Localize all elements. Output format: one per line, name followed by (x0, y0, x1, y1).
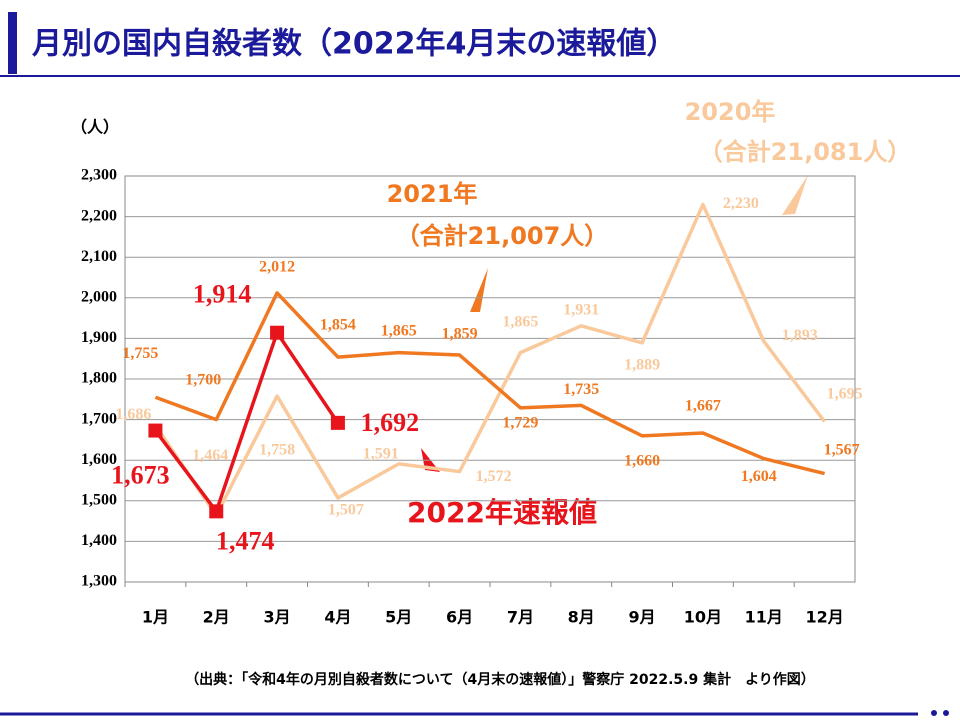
data-label: 1,673 (111, 461, 170, 490)
data-label: 1,931 (563, 301, 599, 318)
annotation: 2020年 (685, 98, 776, 126)
marker (330, 415, 345, 430)
data-label: 1,758 (259, 442, 295, 459)
data-label: 1,686 (115, 406, 151, 423)
y-tick-label: 2,000 (81, 288, 117, 305)
data-label: 1,591 (363, 446, 399, 463)
x-tick-label: 5月 (385, 608, 412, 627)
data-label: 1,660 (624, 453, 660, 470)
y-tick-label: 2,300 (81, 167, 117, 184)
series-line (153, 202, 826, 518)
y-tick-label: 1,300 (81, 573, 117, 590)
data-label: 1,729 (502, 414, 538, 431)
annotation: （合計21,081人） (699, 138, 912, 166)
series-line (154, 291, 826, 476)
data-label: 1,859 (442, 326, 478, 343)
data-label: 1,692 (361, 408, 420, 437)
data-label: 1,604 (741, 468, 777, 485)
x-tick-label: 4月 (324, 608, 351, 627)
data-label: 1,572 (476, 468, 512, 485)
data-label: 1,893 (782, 327, 818, 344)
title: 月別の国内自殺者数（2022年4月末の速報値） (32, 27, 676, 62)
data-label: 1,865 (381, 322, 417, 339)
source: （出典：「令和4年の月別自殺者数について（4月末の速報値）」警察庁 2022.5… (185, 671, 815, 688)
x-tick-label: 9月 (629, 608, 656, 627)
y-tick-label: 1,800 (81, 370, 117, 387)
x-tick-label: 2月 (203, 608, 230, 627)
data-label: 2,230 (723, 195, 759, 212)
y-tick-label: 2,100 (81, 248, 117, 265)
x-tick-label: 6月 (446, 608, 473, 627)
series-line (154, 330, 340, 514)
data-label: 1,889 (624, 357, 660, 374)
x-tick-label: 3月 (264, 608, 291, 627)
data-label: 1,567 (824, 441, 860, 458)
data-label: 1,464 (192, 447, 228, 464)
data-label: 1,700 (185, 371, 221, 388)
data-label: 1,755 (122, 345, 158, 362)
data-label: 1,914 (193, 280, 252, 309)
y-axis-label: （人） (71, 118, 119, 137)
data-label: 1,474 (216, 526, 275, 555)
data-label: 1,507 (328, 502, 364, 519)
x-tick-label: 11月 (745, 608, 783, 627)
x-tick-label: 7月 (507, 608, 534, 627)
y-tick-label: 1,900 (81, 329, 117, 346)
marker (148, 423, 163, 438)
annotation: （合計21,007人） (396, 222, 609, 250)
data-label: 2,012 (259, 259, 295, 276)
data-label: 1,695 (827, 385, 863, 402)
footer-dot (931, 710, 937, 716)
data-label: 1,735 (563, 381, 599, 398)
annotation: 2022年速報値 (407, 496, 597, 529)
callout-arrow (470, 268, 488, 312)
marker (209, 504, 224, 519)
footer-dot (943, 710, 949, 716)
x-tick-label: 1月 (142, 608, 169, 627)
data-label: 1,854 (320, 317, 356, 334)
y-tick-label: 1,400 (81, 532, 117, 549)
y-tick-label: 1,600 (81, 451, 117, 468)
y-tick-label: 1,500 (81, 491, 117, 508)
x-tick-label: 8月 (568, 608, 595, 627)
callout-arrow (782, 175, 808, 215)
data-label: 1,865 (502, 313, 538, 330)
marker (270, 325, 285, 340)
data-label: 1,667 (685, 398, 721, 415)
y-tick-label: 1,700 (81, 410, 117, 427)
annotation: 2021年 (387, 180, 478, 208)
title-bar (8, 12, 17, 74)
x-tick-label: 12月 (805, 608, 843, 627)
x-tick-label: 10月 (684, 608, 722, 627)
y-tick-label: 2,200 (81, 207, 117, 224)
